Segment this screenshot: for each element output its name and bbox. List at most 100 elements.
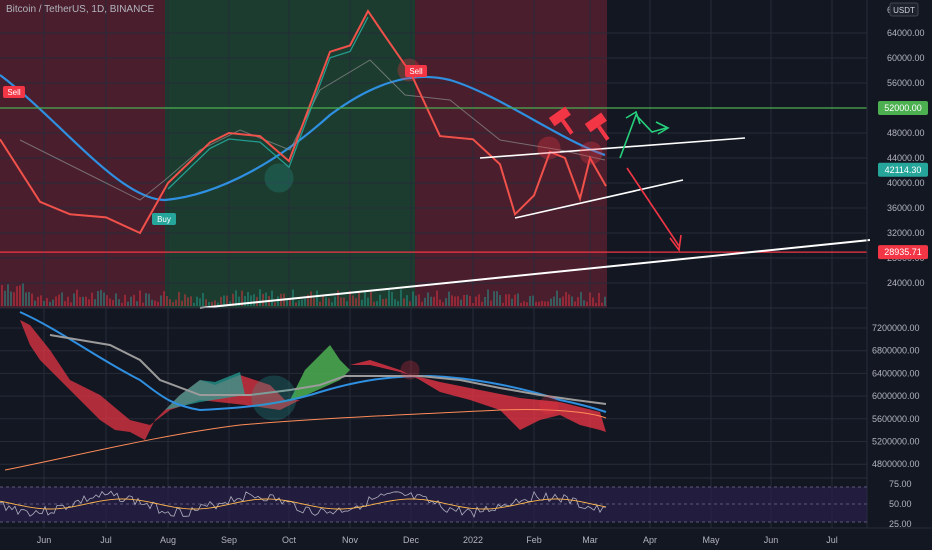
volume-bars	[1, 283, 606, 306]
volume-bar	[592, 297, 594, 306]
volume-bar	[322, 296, 324, 306]
volume-bar	[136, 301, 138, 306]
volume-bar	[133, 294, 135, 306]
volume-bar	[376, 301, 378, 306]
highlight-circle	[264, 163, 294, 193]
volume-bar	[79, 296, 81, 306]
volume-bar	[433, 296, 435, 306]
volume-bar	[325, 297, 327, 306]
volume-bar	[250, 295, 252, 306]
volume-bar	[187, 297, 189, 306]
time-tick-label: Oct	[282, 535, 297, 545]
volume-bar	[310, 291, 312, 306]
volume-bar	[52, 299, 54, 306]
volume-bar	[334, 296, 336, 306]
volume-bar	[73, 293, 75, 306]
volume-bar	[202, 292, 204, 306]
volume-bar	[427, 292, 429, 306]
volume-bar	[505, 294, 507, 306]
volume-bar	[526, 302, 528, 306]
volume-bar	[460, 299, 462, 306]
volume-bar	[544, 301, 546, 306]
indicator-tick-label: 6400000.00	[872, 368, 920, 378]
indicator-gray-line	[49, 334, 607, 405]
highlight-circle	[579, 141, 603, 165]
volume-bar	[142, 302, 144, 306]
volume-bar	[550, 298, 552, 306]
volume-bar	[424, 297, 426, 306]
volume-bar	[286, 300, 288, 306]
volume-bar	[352, 295, 354, 306]
volume-bar	[529, 296, 531, 306]
volume-bar	[259, 289, 261, 306]
price-badge: 28935.71	[878, 245, 928, 260]
volume-bar	[478, 294, 480, 306]
volume-bar	[124, 294, 126, 306]
volume-bar	[253, 294, 255, 306]
volume-bar	[409, 301, 411, 306]
volume-bar	[472, 302, 474, 306]
volume-bar	[397, 301, 399, 306]
volume-bar	[217, 302, 219, 306]
highlight-circle	[251, 375, 297, 421]
volume-bar	[364, 290, 366, 306]
indicator-tick-label: 7200000.00	[872, 323, 920, 333]
volume-bar	[508, 294, 510, 306]
volume-bar	[436, 290, 438, 306]
volume-bar	[388, 290, 390, 306]
volume-bar	[499, 295, 501, 306]
buy-signal-label: Buy	[152, 213, 176, 225]
volume-bar	[247, 291, 249, 306]
indicator-tick-label: 4800000.00	[872, 459, 920, 469]
volume-bar	[358, 292, 360, 306]
volume-bar	[49, 301, 51, 306]
volume-bar	[25, 292, 27, 306]
rsi-axis: 75.00 50.00 25.00	[889, 479, 912, 529]
indicator-green-area	[290, 345, 350, 400]
price-badge-label: 28935.71	[884, 247, 922, 257]
currency-label: USDT	[893, 6, 915, 15]
volume-bar	[70, 302, 72, 306]
volume-bar	[556, 290, 558, 306]
arrow-head	[669, 234, 682, 253]
sell-signal-label: Sell	[3, 86, 25, 98]
volume-bar	[466, 294, 468, 306]
volume-bar	[370, 291, 372, 306]
volume-bar	[91, 292, 93, 306]
hammer-icon	[548, 106, 574, 135]
wedge-upper-line	[479, 137, 746, 159]
volume-bar	[190, 296, 192, 306]
volume-bar	[265, 292, 267, 306]
volume-bar	[193, 302, 195, 306]
volume-bar	[421, 301, 423, 306]
volume-bar	[457, 296, 459, 306]
volume-bar	[448, 291, 450, 306]
volume-bar	[235, 290, 237, 306]
volume-bar	[19, 285, 21, 306]
volume-bar	[205, 299, 207, 306]
volume-bar	[166, 296, 168, 306]
rsi-moving-average	[0, 498, 607, 510]
volume-bar	[229, 301, 231, 306]
volume-bar	[13, 292, 15, 306]
volume-bar	[418, 294, 420, 306]
volume-bar	[307, 294, 309, 306]
indicator-tick-label: 6000000.00	[872, 391, 920, 401]
volume-bar	[589, 292, 591, 306]
volume-bar	[493, 291, 495, 306]
volume-bar	[445, 298, 447, 306]
volume-bar	[64, 301, 66, 306]
volume-bar	[130, 296, 132, 306]
volume-bar	[199, 298, 201, 306]
volume-bar	[238, 296, 240, 306]
volume-bar	[28, 291, 30, 306]
volume-bar	[316, 290, 318, 306]
volume-bar	[361, 299, 363, 306]
sell-signal-label: Sell	[405, 65, 427, 77]
volume-bar	[181, 300, 183, 306]
volume-bar	[85, 296, 87, 306]
volume-bar	[463, 295, 465, 306]
wedge-lower-line	[514, 179, 684, 219]
volume-bar	[184, 294, 186, 306]
volume-bar	[121, 302, 123, 306]
